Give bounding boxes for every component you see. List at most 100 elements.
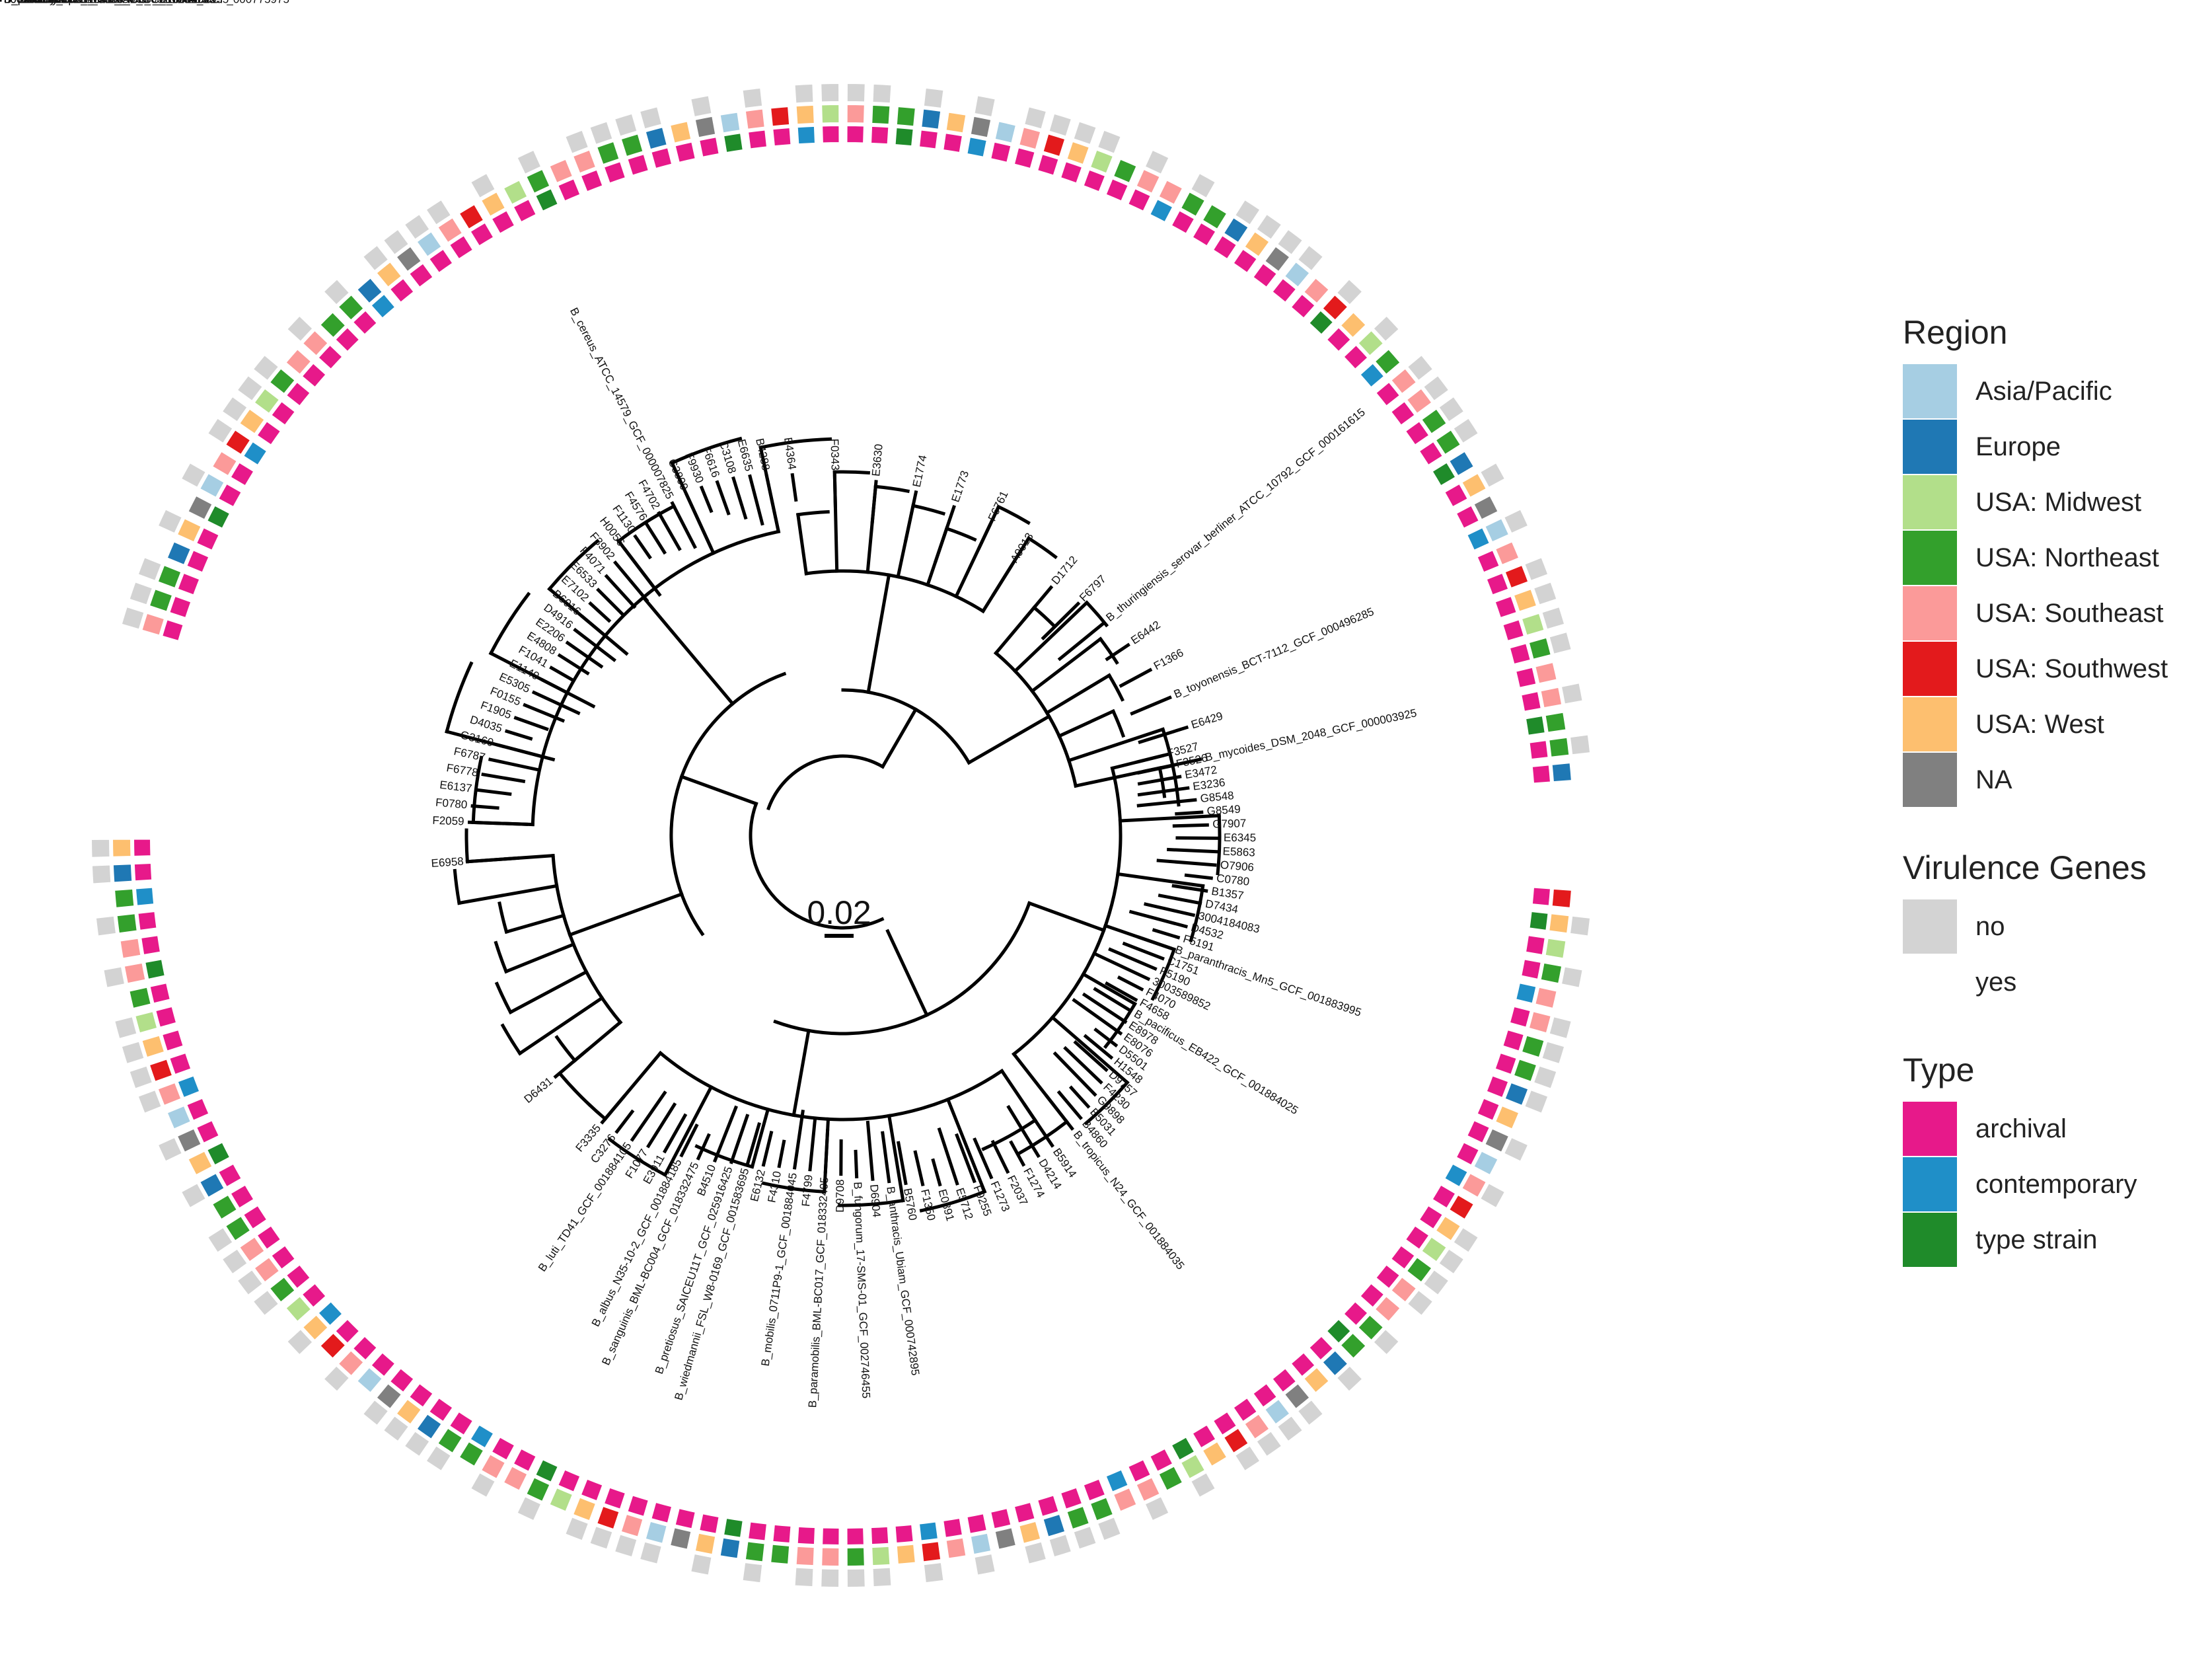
ring-cell: [772, 126, 792, 147]
ring-cell: [1112, 158, 1138, 184]
internal-branch: [471, 820, 535, 827]
ring-cell: [1290, 293, 1316, 319]
ring-cell: [534, 187, 560, 213]
ring-cell: [242, 1204, 268, 1231]
ring-cell: [820, 83, 840, 103]
terminal-branch: [1167, 847, 1220, 854]
ring-cell: [270, 400, 297, 426]
tip-label: E1773: [949, 469, 971, 504]
legend-item: Asia/Pacific: [1903, 363, 2194, 419]
terminal-branch: [1119, 667, 1153, 688]
ring-cell: [238, 408, 266, 435]
legend-item: USA: Northeast: [1903, 530, 2194, 586]
ring-cell: [846, 1568, 866, 1588]
legend-swatch: [1903, 1102, 1957, 1156]
internal-branch: [887, 1114, 905, 1203]
ring-cell: [945, 1537, 967, 1560]
internal-branch: [911, 504, 946, 516]
terminal-branch: [670, 501, 697, 549]
ring-cell: [770, 1543, 791, 1565]
terminal-branch: [531, 690, 581, 716]
ring-cell: [1283, 1383, 1311, 1410]
terminal-branch: [1006, 1104, 1041, 1159]
tip-label: B_cereus_ATCC_14579_GCF_000007825: [568, 305, 676, 501]
ring-cell: [480, 190, 507, 217]
annotation-rings: [91, 83, 1592, 1588]
ring-cell: [1524, 556, 1549, 582]
internal-branch: [944, 526, 977, 542]
ring-cell: [198, 472, 225, 499]
ring-cell: [1541, 1040, 1566, 1065]
tip-label: B5760: [901, 1187, 919, 1221]
ring-cell: [1548, 736, 1570, 758]
ring-cell: [1096, 1516, 1123, 1542]
ring-cell: [1201, 1440, 1228, 1468]
legend-item: contemporary: [1903, 1157, 2194, 1212]
tip-label: B_hominis_BML-BC059_GCF_018332515: [4, 0, 216, 5]
ring-cell: [595, 140, 620, 166]
ring-cell: [1232, 248, 1259, 274]
ring-cell: [416, 230, 443, 258]
ring-cell: [795, 1545, 815, 1567]
terminal-branch: [1041, 601, 1081, 640]
ring-cell: [674, 141, 696, 164]
ring-cell: [1494, 541, 1520, 566]
ring-cell: [1485, 572, 1510, 596]
internal-branch: [1084, 1080, 1130, 1125]
ring-cell: [469, 221, 495, 247]
ring-cell: [512, 198, 538, 223]
phylogenetic-tree-figure: F3527F3526E3472E3236G8548G8549G7907E6345…: [0, 0, 1592, 1588]
legend-region-title: Region: [1903, 314, 2008, 351]
ring-cell: [674, 1507, 696, 1530]
internal-branch: [945, 1097, 987, 1194]
ring-cell: [285, 1328, 314, 1356]
terminal-branch: [565, 640, 604, 669]
ring-cell: [1502, 1028, 1526, 1052]
ring-cell: [1170, 210, 1196, 235]
ring-cell: [137, 910, 158, 932]
ring-cell: [1126, 187, 1152, 213]
ring-cell: [1541, 605, 1566, 630]
internal-branch: [967, 714, 1052, 765]
ring-cell: [1325, 1318, 1352, 1345]
ring-cell: [301, 362, 327, 389]
ring-cell: [268, 367, 296, 395]
ring-cell: [1438, 395, 1465, 423]
ring-cell: [1476, 549, 1500, 574]
terminal-branch: [513, 716, 549, 732]
tip-label: O7906: [1220, 858, 1254, 874]
legend-swatch: [1903, 1157, 1957, 1211]
ring-cell: [91, 838, 111, 858]
terminal-branch: [662, 1113, 688, 1154]
ring-cell: [1048, 1533, 1073, 1558]
ring-cell: [1455, 504, 1481, 530]
tip-label: E6132: [748, 1168, 768, 1203]
terminal-branch: [1184, 873, 1214, 880]
ring-cell: [1018, 1520, 1042, 1544]
tip-label: F0780: [435, 796, 468, 812]
ring-cell: [370, 1352, 396, 1378]
ring-cell: [128, 581, 154, 606]
ring-cell: [458, 203, 485, 231]
legend-region: Region Asia/Pacific Europe USA: Midwest …: [1903, 311, 2194, 808]
ring-cell: [556, 1468, 581, 1493]
internal-branch: [1045, 673, 1112, 716]
ring-cell: [1405, 1256, 1433, 1283]
ring-cell: [134, 886, 155, 907]
ring-cell: [1374, 1295, 1401, 1323]
tip-label: B_weihenstephanensis_WSBC_10204_GCF_0007…: [4, 0, 289, 5]
ring-cell: [1473, 1150, 1499, 1176]
ring-cell: [206, 417, 234, 445]
terminal-branch: [896, 1141, 908, 1186]
ring-cell: [871, 104, 891, 126]
ring-cell: [1105, 1468, 1130, 1493]
terminal-branch: [504, 729, 533, 741]
terminal-branch: [1063, 1046, 1103, 1085]
ring-cell: [942, 132, 964, 154]
legend-item: Europe: [1903, 419, 2194, 475]
ring-cell: [1296, 1398, 1325, 1427]
terminal-branch: [481, 772, 526, 784]
ring-cell: [719, 111, 741, 134]
internal-branch: [1103, 923, 1177, 952]
terminal-branch: [1009, 1140, 1026, 1167]
